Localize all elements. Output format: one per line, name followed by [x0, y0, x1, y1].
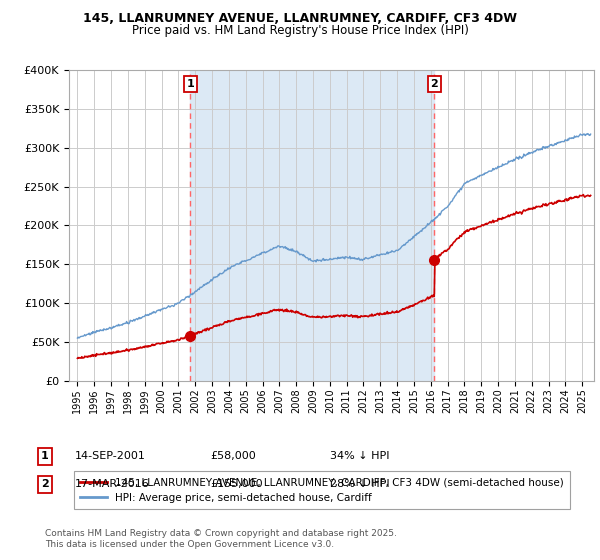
- Text: Price paid vs. HM Land Registry's House Price Index (HPI): Price paid vs. HM Land Registry's House …: [131, 24, 469, 36]
- Text: 1: 1: [187, 79, 194, 89]
- Text: 34% ↓ HPI: 34% ↓ HPI: [330, 451, 389, 461]
- Text: 17-MAR-2016: 17-MAR-2016: [75, 479, 150, 489]
- Text: £58,000: £58,000: [210, 451, 256, 461]
- Text: 28% ↓ HPI: 28% ↓ HPI: [330, 479, 389, 489]
- Text: 14-SEP-2001: 14-SEP-2001: [75, 451, 146, 461]
- Text: 2: 2: [41, 479, 49, 489]
- Legend: 145, LLANRUMNEY AVENUE, LLANRUMNEY, CARDIFF, CF3 4DW (semi-detached house), HPI:: 145, LLANRUMNEY AVENUE, LLANRUMNEY, CARD…: [74, 472, 570, 509]
- Text: Contains HM Land Registry data © Crown copyright and database right 2025.
This d: Contains HM Land Registry data © Crown c…: [45, 529, 397, 549]
- Text: 1: 1: [41, 451, 49, 461]
- Text: 2: 2: [430, 79, 438, 89]
- Bar: [190, 70, 434, 381]
- Text: £155,000: £155,000: [210, 479, 263, 489]
- Text: 145, LLANRUMNEY AVENUE, LLANRUMNEY, CARDIFF, CF3 4DW: 145, LLANRUMNEY AVENUE, LLANRUMNEY, CARD…: [83, 12, 517, 25]
